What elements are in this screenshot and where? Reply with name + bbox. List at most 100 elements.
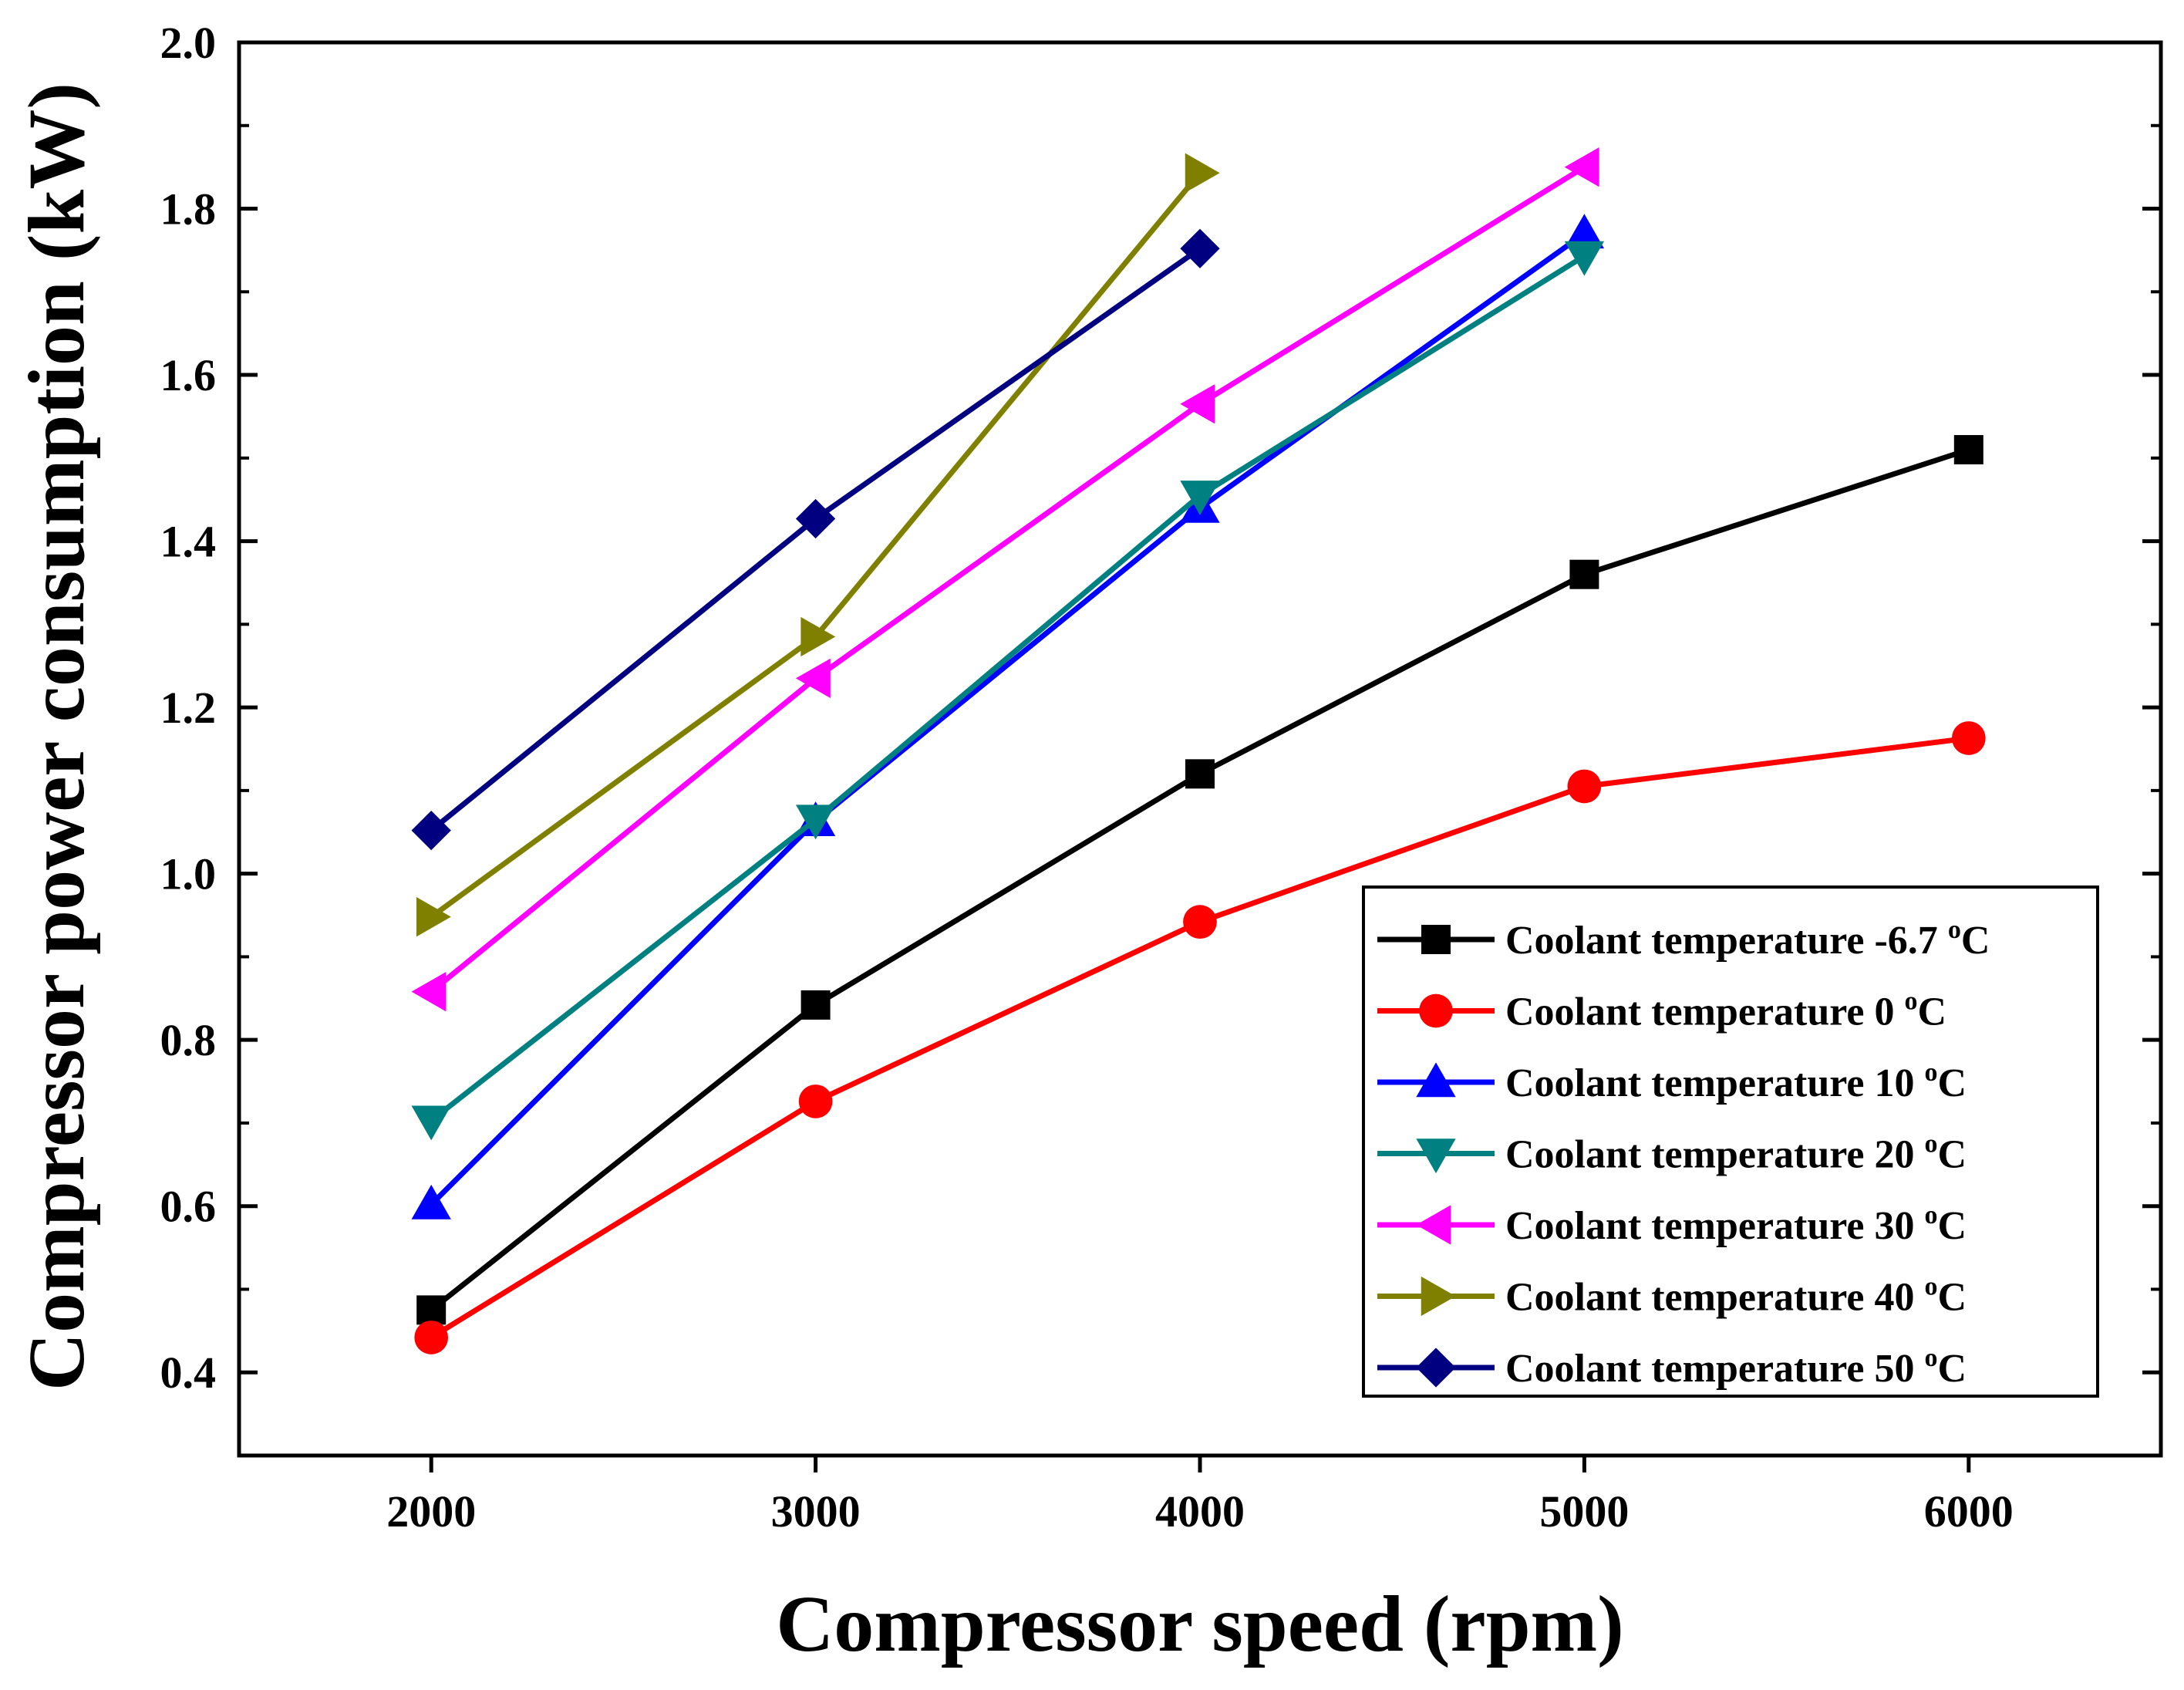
legend-label-degree: o	[1948, 916, 1961, 944]
x-tick-label: 3000	[771, 1486, 861, 1537]
y-axis-label: Compressor power consumption (kW)	[12, 83, 101, 1391]
data-point	[1951, 721, 1986, 755]
y-tick-label: 0.4	[160, 1348, 217, 1398]
data-point	[800, 616, 836, 657]
series-line	[429, 164, 1586, 994]
y-tick-label: 1.2	[160, 683, 217, 733]
legend-marker	[1416, 1205, 1451, 1245]
legend-label-degree: o	[1925, 1130, 1938, 1159]
data-point	[1180, 384, 1215, 424]
legend-label-unit: C	[1938, 1061, 1967, 1105]
x-axis-label: Compressor speed (rpm)	[776, 1580, 1624, 1668]
legend-marker	[1419, 993, 1453, 1028]
series-4	[411, 147, 1599, 1012]
legend-label: Coolant temperature 50 oC	[1505, 1344, 1967, 1391]
legend-marker	[1416, 1062, 1456, 1098]
legend-label-degree: o	[1925, 1201, 1938, 1230]
legend-item: Coolant temperature 10 oC	[1377, 1058, 1967, 1105]
legend-label-degree: o	[1925, 1058, 1938, 1087]
data-point	[795, 658, 831, 699]
legend-label-degree: o	[1925, 1344, 1938, 1372]
data-point	[798, 1085, 833, 1118]
data-point	[1185, 153, 1220, 193]
legend-label-unit: C	[1938, 1347, 1967, 1391]
legend-item: Coolant temperature 50 oC	[1377, 1344, 1967, 1391]
legend-label-name: Coolant temperature 30	[1505, 1204, 1925, 1248]
legend-label-name: Coolant temperature 50	[1505, 1347, 1925, 1391]
legend-item: Coolant temperature 30 oC	[1377, 1201, 1967, 1248]
legend-label-unit: C	[1918, 990, 1947, 1034]
data-point	[795, 805, 836, 840]
legend-marker	[1421, 1276, 1456, 1317]
data-point	[1564, 147, 1599, 187]
series-line	[429, 231, 1586, 1207]
data-point	[416, 1295, 447, 1325]
legend-label: Coolant temperature -6.7 oC	[1505, 916, 1990, 963]
data-point	[1183, 905, 1217, 939]
y-tick-label: 1.4	[160, 517, 217, 567]
data-point	[1564, 214, 1605, 249]
series-line	[430, 253, 1586, 1123]
axes: 0.4 0.6 0.8 1.0 1.2 1.4 1.6 1.8 2.0 2000 3000 4000 5…	[160, 18, 2163, 1537]
x-tick-label: 2000	[386, 1486, 476, 1537]
data-point	[1564, 241, 1605, 276]
x-tick-label: 5000	[1539, 1486, 1629, 1537]
data-point	[411, 1105, 451, 1141]
legend-label-degree: o	[1905, 987, 1918, 1016]
data-point	[1180, 228, 1220, 268]
legend-label: Coolant temperature 20 oC	[1505, 1130, 1967, 1177]
legend-item: Coolant temperature 20 oC	[1377, 1130, 1967, 1177]
data-point	[795, 498, 836, 539]
x-tick-label: 6000	[1924, 1486, 2014, 1537]
legend-label: Coolant temperature 10 oC	[1505, 1058, 1967, 1105]
y-tick-label: 1.6	[160, 350, 217, 400]
legend-label-name: Coolant temperature 10	[1505, 1061, 1925, 1105]
legend-marker	[1421, 925, 1451, 954]
legend-label-unit: C	[1961, 919, 1990, 963]
y-tick-label: 0.8	[160, 1015, 217, 1065]
series-group	[411, 147, 1986, 1354]
y-tick-label: 1.0	[160, 849, 217, 899]
y-tick-label: 1.8	[160, 184, 217, 234]
data-point	[1569, 559, 1599, 589]
series-6	[411, 228, 1220, 851]
legend-label-name: Coolant temperature 40	[1505, 1276, 1925, 1320]
data-point	[416, 897, 451, 937]
series-3	[411, 241, 1605, 1141]
data-point	[411, 1184, 451, 1219]
legend-box	[1362, 885, 2099, 1398]
y-tick-label: 2.0	[160, 18, 217, 68]
data-point	[1953, 435, 1983, 465]
legend-label-name: Coolant temperature 20	[1505, 1133, 1925, 1177]
data-point	[411, 810, 451, 851]
legend-label-name: Coolant temperature -6.7	[1505, 919, 1948, 963]
data-point	[1185, 759, 1215, 789]
legend-label: Coolant temperature 30 oC	[1505, 1201, 1967, 1248]
legend-label-unit: C	[1938, 1133, 1967, 1177]
legend-item: Coolant temperature -6.7 oC	[1377, 916, 1990, 963]
data-point	[1180, 481, 1220, 515]
series-1	[414, 721, 1986, 1354]
data-point	[1567, 769, 1602, 804]
legend-item: Coolant temperature 0 oC	[1377, 987, 1946, 1034]
legend-marker	[1416, 1348, 1456, 1388]
series-5	[416, 153, 1220, 937]
y-tick-label: 0.6	[160, 1182, 217, 1232]
legend-label: Coolant temperature 0 oC	[1505, 987, 1946, 1034]
legend-item: Coolant temperature 40 oC	[1377, 1273, 1967, 1320]
legend-marker	[1416, 1138, 1456, 1174]
legend-label-degree: o	[1925, 1273, 1938, 1301]
data-point	[800, 990, 831, 1020]
legend-label-unit: C	[1938, 1276, 1967, 1320]
legend-label: Coolant temperature 40 oC	[1505, 1273, 1967, 1320]
legend-label-unit: C	[1938, 1204, 1967, 1248]
legend-label-name: Coolant temperature 0	[1505, 990, 1905, 1034]
data-point	[414, 1321, 449, 1354]
series-0	[416, 435, 1983, 1325]
x-tick-label: 4000	[1155, 1486, 1245, 1537]
data-point	[411, 972, 447, 1012]
